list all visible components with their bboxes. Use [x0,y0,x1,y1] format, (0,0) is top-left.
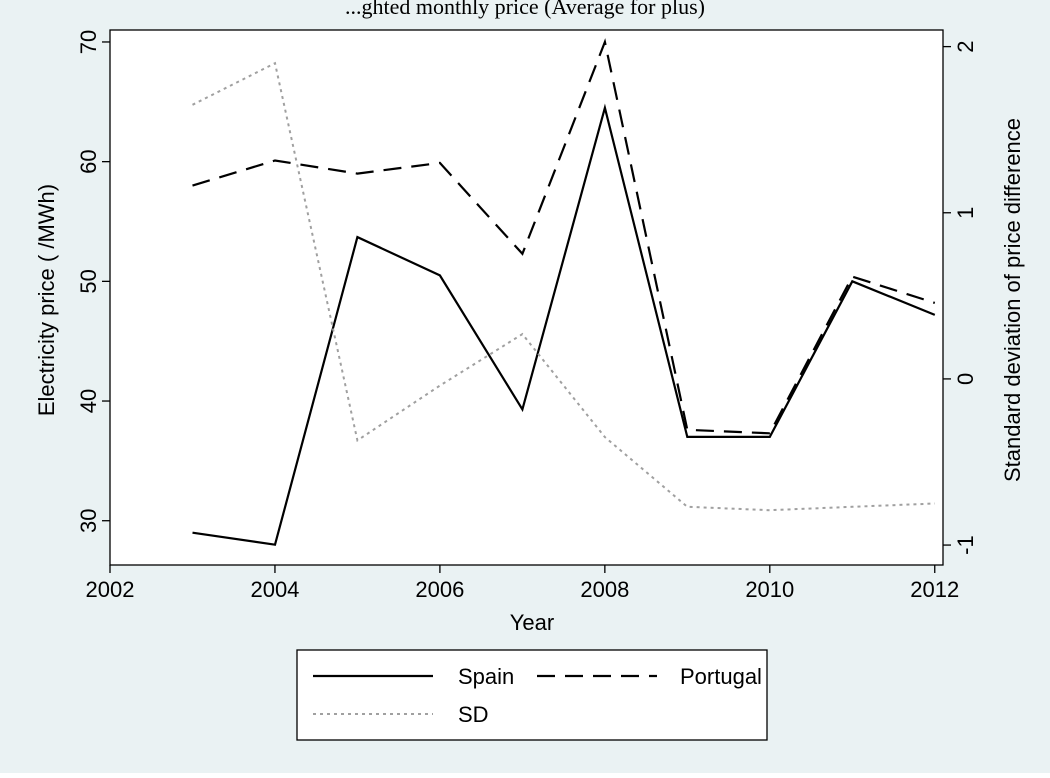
y-left-tick-label: 30 [76,508,101,532]
series-line-portugal [192,38,936,435]
legend: Spain Portugal SD [296,649,768,741]
series-line-spain [192,103,936,546]
y-right-tick-label: -1 [953,535,978,555]
y-axis-label-right: Standard deviation of price difference [1000,118,1025,482]
y-right-tick-label: 1 [953,207,978,219]
legend-items: Spain Portugal SD [313,664,762,727]
axis-ticks: 2002 2004 2006 2008 2010 2012 30 40 50 60 70 -1 0 1 2 [76,30,978,602]
x-tick-label: 2012 [910,577,959,602]
x-tick-label: 2004 [250,577,299,602]
x-tick-label: 2006 [415,577,464,602]
y-right-tick-label: 0 [953,373,978,385]
x-axis-label: Year [510,610,554,635]
legend-label-portugal: Portugal [680,664,762,689]
y-left-tick-label: 60 [76,149,101,173]
x-tick-label: 2002 [86,577,135,602]
legend-box [296,649,768,741]
legend-label-sd: SD [458,702,489,727]
y-axis-label-left: Electricity price ( /MWh) [34,184,59,416]
y-left-tick-label: 50 [76,269,101,293]
y-right-tick-label: 2 [953,40,978,52]
series-lines [192,38,936,546]
plot-area [109,29,944,566]
x-tick-label: 2008 [580,577,629,602]
series-line-sd [192,61,935,512]
top-caption: ...ghted monthly price (Average for plus… [345,0,705,19]
y-left-tick-label: 40 [76,389,101,413]
y-left-tick-label: 70 [76,30,101,54]
legend-label-spain: Spain [458,664,514,689]
x-tick-label: 2010 [745,577,794,602]
